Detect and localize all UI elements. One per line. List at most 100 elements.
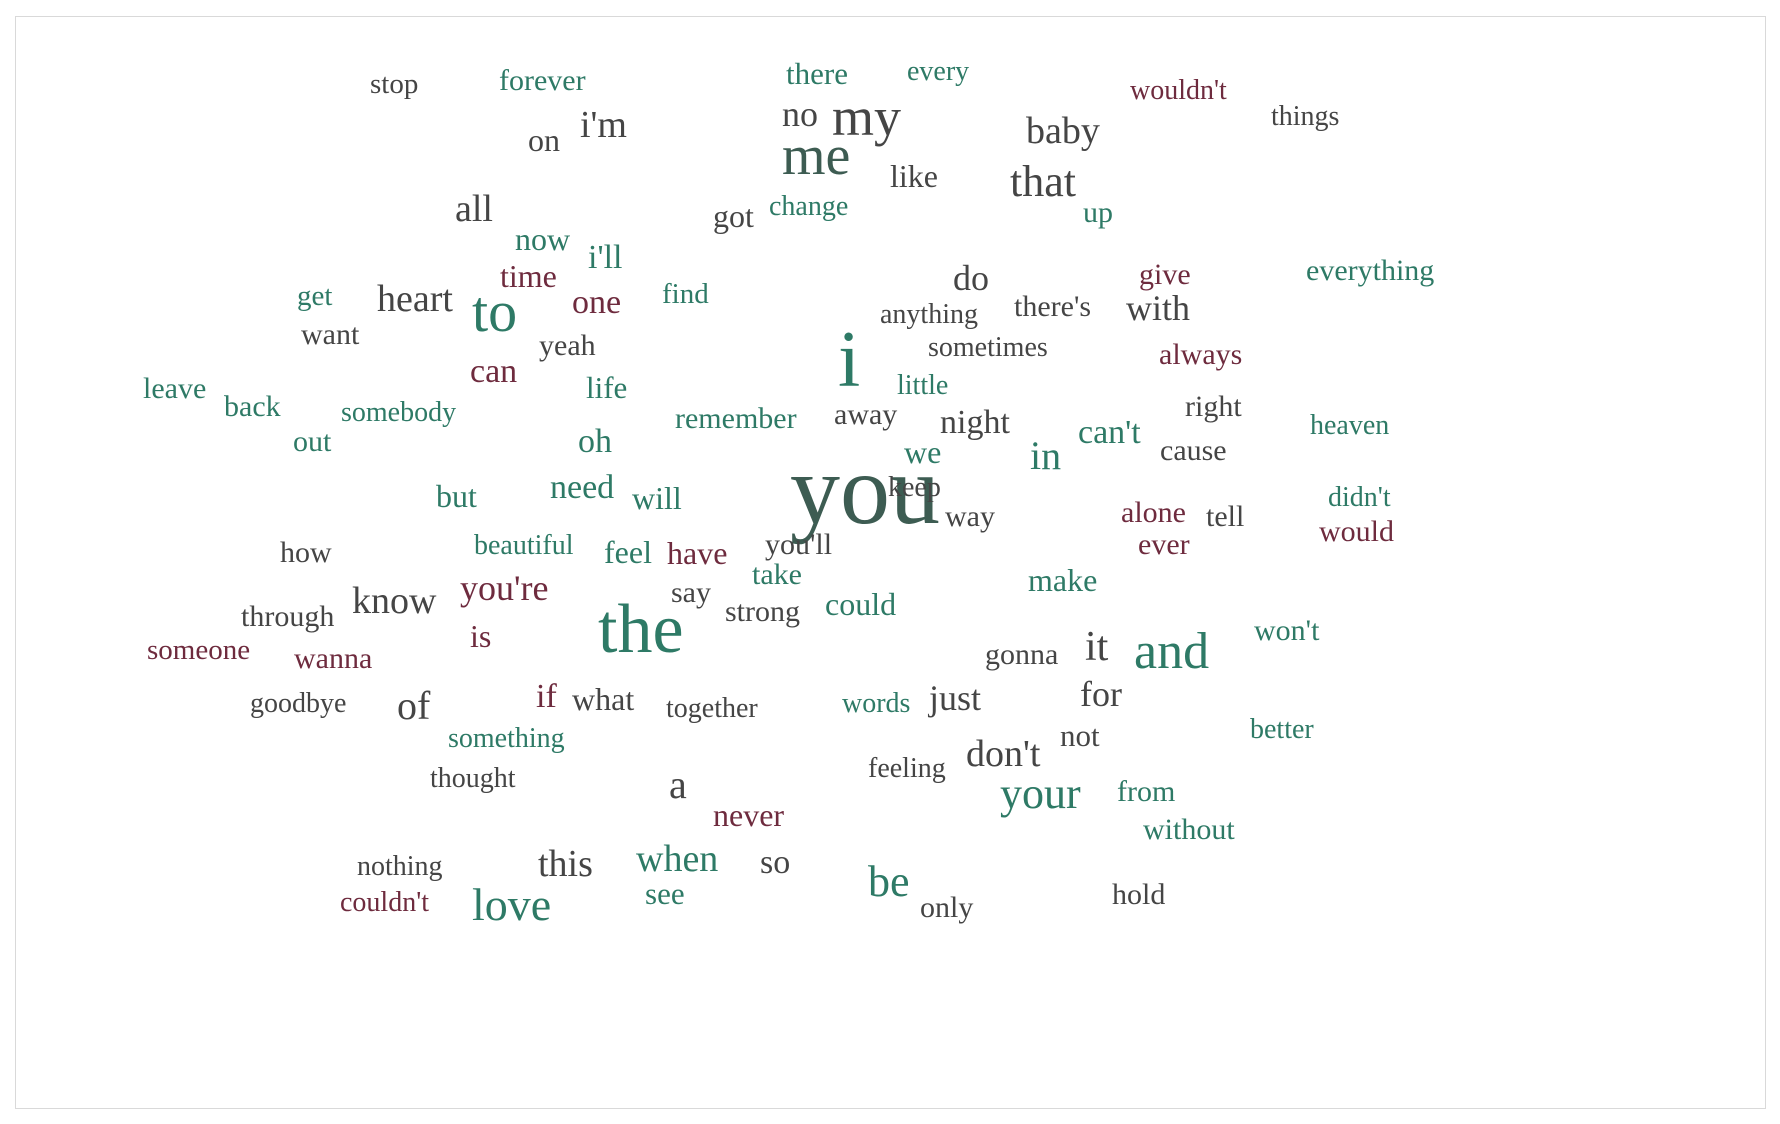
word-so: so <box>760 844 791 881</box>
word-heaven: heaven <box>1310 410 1390 441</box>
word-could: could <box>825 586 897 622</box>
word-every: every <box>907 56 970 87</box>
word-but: but <box>436 478 477 514</box>
word-didn-t: didn't <box>1328 482 1391 513</box>
word-little: little <box>897 370 949 401</box>
word-nothing: nothing <box>357 851 443 882</box>
word-out: out <box>293 425 332 458</box>
word-now: now <box>515 221 571 257</box>
word-what: what <box>572 681 635 717</box>
word-make: make <box>1028 562 1098 598</box>
word-wanna: wanna <box>294 642 373 675</box>
word-see: see <box>645 876 685 911</box>
word-i-ll: i'll <box>588 239 623 276</box>
word-would: would <box>1319 515 1394 548</box>
word-up: up <box>1083 196 1113 229</box>
word-want: want <box>301 318 360 351</box>
word-back: back <box>224 390 281 423</box>
word-you: you <box>790 434 940 545</box>
word-through: through <box>241 600 335 633</box>
word-with: with <box>1126 288 1191 328</box>
word-beautiful: beautiful <box>474 530 574 561</box>
word-a: a <box>669 762 687 807</box>
word-thought: thought <box>430 763 516 794</box>
word-somebody: somebody <box>341 397 457 428</box>
word-my: my <box>832 87 902 147</box>
word-will: will <box>632 480 682 516</box>
word-hold: hold <box>1112 878 1166 911</box>
word-together: together <box>666 693 758 724</box>
word-don-t: don't <box>966 733 1041 775</box>
word-baby: baby <box>1026 110 1100 152</box>
word-your: your <box>1000 769 1081 818</box>
word-when: when <box>636 838 719 880</box>
word-couldn-t: couldn't <box>340 887 430 918</box>
word-time: time <box>500 258 557 294</box>
word-this: this <box>538 843 593 885</box>
word-if: if <box>536 678 557 715</box>
word-you-ll: you'll <box>765 528 833 561</box>
word-always: always <box>1159 338 1243 371</box>
word-give: give <box>1139 258 1191 291</box>
word-on: on <box>528 122 560 158</box>
word-not: not <box>1060 718 1100 753</box>
word-strong: strong <box>725 595 800 628</box>
word-someone: someone <box>147 634 251 666</box>
word-night: night <box>940 404 1010 441</box>
word-sometimes: sometimes <box>928 332 1048 363</box>
word-something: something <box>448 723 565 754</box>
word-to: to <box>472 279 518 344</box>
word-one: one <box>572 284 622 321</box>
word-oh: oh <box>578 423 612 460</box>
word-leave: leave <box>143 372 207 405</box>
word-everything: everything <box>1306 254 1435 287</box>
word-for: for <box>1080 674 1122 714</box>
word-can-t: can't <box>1078 414 1141 451</box>
word-life: life <box>586 370 628 405</box>
word-say: say <box>671 576 711 609</box>
word-way: way <box>945 500 995 533</box>
word-how: how <box>280 536 332 569</box>
word-remember: remember <box>675 402 797 435</box>
word-goodbye: goodbye <box>250 688 347 719</box>
word-away: away <box>834 398 898 431</box>
word-need: need <box>550 469 615 506</box>
word-i-m: i'm <box>580 104 627 146</box>
word-like: like <box>890 158 938 194</box>
word-of: of <box>397 683 431 728</box>
word-feeling: feeling <box>868 753 946 784</box>
word-tell: tell <box>1206 500 1245 533</box>
word-ever: ever <box>1138 528 1190 561</box>
word-won-t: won't <box>1254 614 1320 647</box>
word-know: know <box>352 580 437 622</box>
word-it: it <box>1085 624 1109 670</box>
word-wouldn-t: wouldn't <box>1130 75 1227 106</box>
word-without: without <box>1143 813 1235 846</box>
word-gonna: gonna <box>985 638 1059 671</box>
word-from: from <box>1117 775 1176 808</box>
word-right: right <box>1185 390 1242 423</box>
word-yeah: yeah <box>539 329 596 362</box>
word-all: all <box>455 188 493 230</box>
word-get: get <box>297 280 333 312</box>
word-things: things <box>1271 101 1340 132</box>
word-never: never <box>713 797 785 833</box>
word-be: be <box>868 857 910 906</box>
word-anything: anything <box>880 299 978 330</box>
word-take: take <box>752 558 802 591</box>
word-keep: keep <box>888 472 941 503</box>
word-only: only <box>920 891 974 924</box>
word-got: got <box>713 198 754 234</box>
word-find: find <box>662 278 709 310</box>
word-me: me <box>782 125 851 187</box>
word-heart: heart <box>377 278 453 320</box>
word-is: is <box>470 618 492 654</box>
word-alone: alone <box>1121 496 1186 529</box>
word-and: and <box>1134 623 1210 680</box>
word-there: there <box>786 56 848 91</box>
word-i: i <box>838 316 861 404</box>
word-no: no <box>782 94 818 134</box>
word-forever: forever <box>499 64 586 97</box>
word-do: do <box>953 258 989 298</box>
